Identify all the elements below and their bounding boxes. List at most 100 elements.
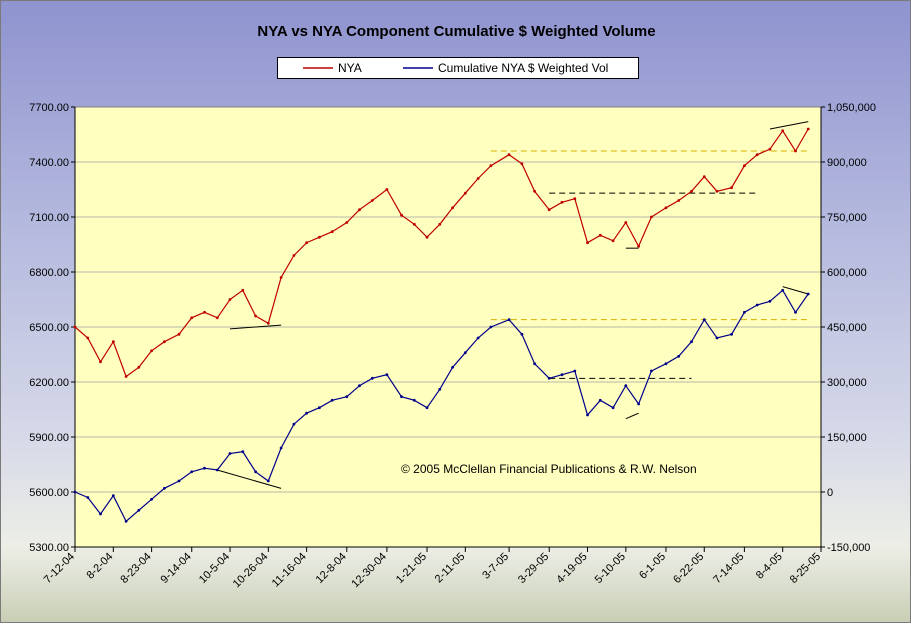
- trendlines: [217, 121, 809, 489]
- nya-point: [137, 365, 141, 369]
- series-group: [73, 127, 810, 523]
- nya-point: [637, 244, 640, 248]
- x-tick-label: 1-21-05: [394, 551, 429, 586]
- nya-point: [241, 288, 245, 292]
- cumulative-volume-point: [598, 398, 602, 402]
- nya-point: [743, 164, 746, 168]
- x-tick-label: 6-22-05: [671, 551, 706, 586]
- nya-point: [507, 153, 511, 157]
- cumulative-volume-point: [279, 446, 283, 450]
- nya-point: [520, 162, 524, 166]
- right-tick-label: 750,000: [827, 212, 867, 224]
- cumulative-volume-point: [86, 496, 90, 499]
- nya-point: [489, 164, 493, 168]
- x-axis: 7-12-04 8-2-04 8-23-04 9-14-04 10-5-0410-26-…: [42, 546, 823, 591]
- nya-point: [781, 129, 785, 133]
- cumulative-volume-point: [203, 466, 206, 470]
- nya-point: [730, 186, 733, 190]
- nya-point: [370, 199, 374, 202]
- cumulative-volume-point: [99, 512, 102, 516]
- cumulative-volume-point: [560, 373, 564, 377]
- left-tick-label: 5600.00: [29, 487, 69, 499]
- cumulative-volume-point: [241, 450, 245, 454]
- right-tick-label: 150,000: [827, 432, 867, 444]
- nya-point: [755, 153, 759, 157]
- right-tick-label: -150,000: [827, 542, 870, 554]
- x-tick-label: 8-25-05: [788, 551, 823, 586]
- right-tick-label: 900,000: [827, 157, 867, 169]
- nya-point: [345, 221, 349, 224]
- cumulative-volume-point: [292, 422, 296, 426]
- x-tick-label: 5-10-05: [593, 551, 628, 586]
- nya-point: [690, 189, 693, 193]
- nya-point: [547, 208, 551, 212]
- nya-point: [318, 235, 321, 239]
- trend-line: [782, 286, 809, 295]
- left-tick-label: 6500.00: [29, 322, 69, 334]
- cumulative-volume-point: [412, 398, 416, 402]
- x-tick-label: 6-1-05: [637, 551, 668, 582]
- cumulative-volume-point: [451, 365, 454, 369]
- nya-point: [412, 222, 416, 226]
- left-tick-label: 7700.00: [29, 102, 69, 114]
- trend-line: [217, 469, 282, 489]
- chart-title: NYA vs NYA Component Cumulative $ Weight…: [257, 23, 656, 40]
- nya-point: [266, 321, 270, 325]
- cumulative-volume-point: [520, 332, 524, 336]
- nya-point: [573, 197, 577, 201]
- cumulative-volume-point: [611, 406, 615, 410]
- cumulative-volume-point: [715, 336, 719, 340]
- legend-label-cumvol: Cumulative NYA $ Weighted Vol: [438, 61, 608, 75]
- cumulative-volume-point: [358, 384, 361, 388]
- cumulative-volume-point: [624, 384, 628, 388]
- x-tick-label: 8-4-05: [754, 551, 785, 582]
- cumulative-volume-point: [476, 336, 480, 340]
- cumulative-volume-point: [111, 494, 115, 498]
- cumulative-volume-point: [228, 452, 232, 455]
- left-tick-label: 7400.00: [29, 157, 69, 169]
- cumulative-volume-point: [190, 470, 194, 474]
- nya-point: [598, 233, 602, 237]
- nya-point: [463, 191, 467, 195]
- cumulative-volume-point: [318, 406, 321, 410]
- trend-line: [769, 121, 809, 130]
- nya-point: [111, 340, 115, 344]
- legend-svg: NYA Cumulative NYA $ Weighted Vol: [303, 61, 608, 75]
- nya-point: [438, 222, 442, 226]
- nya-point: [451, 206, 454, 210]
- copyright-annotation: © 2005 McClellan Financial Publications …: [401, 462, 697, 476]
- cumulative-volume-point: [370, 376, 374, 380]
- cumulative-volume-point: [743, 310, 746, 314]
- nya-point: [533, 189, 536, 193]
- x-tick-label: 8-23-04: [118, 551, 153, 586]
- left-tick-label: 6800.00: [29, 267, 69, 279]
- x-tick-label: 7-12-04: [42, 551, 77, 586]
- nya-point: [330, 230, 334, 234]
- cumulative-volume-point: [425, 406, 429, 410]
- nya-point: [163, 340, 166, 344]
- nya-point: [254, 314, 257, 318]
- right-tick-label: 450,000: [827, 322, 867, 334]
- nya-point: [228, 298, 232, 301]
- cumulative-volume-point: [664, 362, 668, 366]
- cumulative-volume-point: [400, 395, 403, 399]
- nya-point: [677, 199, 681, 202]
- nya-point: [358, 208, 361, 212]
- nya-point: [768, 147, 772, 151]
- cumulative-volume-point: [330, 398, 334, 402]
- x-tick-label: 4-19-05: [554, 551, 589, 586]
- cumulative-volume-point: [781, 288, 785, 292]
- cumulative-volume-point: [385, 373, 389, 377]
- nya-point: [664, 206, 668, 210]
- right-tick-label: 600,000: [827, 267, 867, 279]
- nya-point: [279, 276, 283, 279]
- nya-point: [177, 332, 181, 336]
- cumulative-volume-point: [254, 470, 257, 474]
- cumulative-volume-point: [690, 340, 693, 344]
- nya-point: [794, 149, 797, 153]
- legend: NYA Cumulative NYA $ Weighted Vol: [277, 57, 639, 79]
- x-tick-label: 12-30-04: [349, 551, 389, 591]
- cumulative-volume-point: [768, 299, 772, 303]
